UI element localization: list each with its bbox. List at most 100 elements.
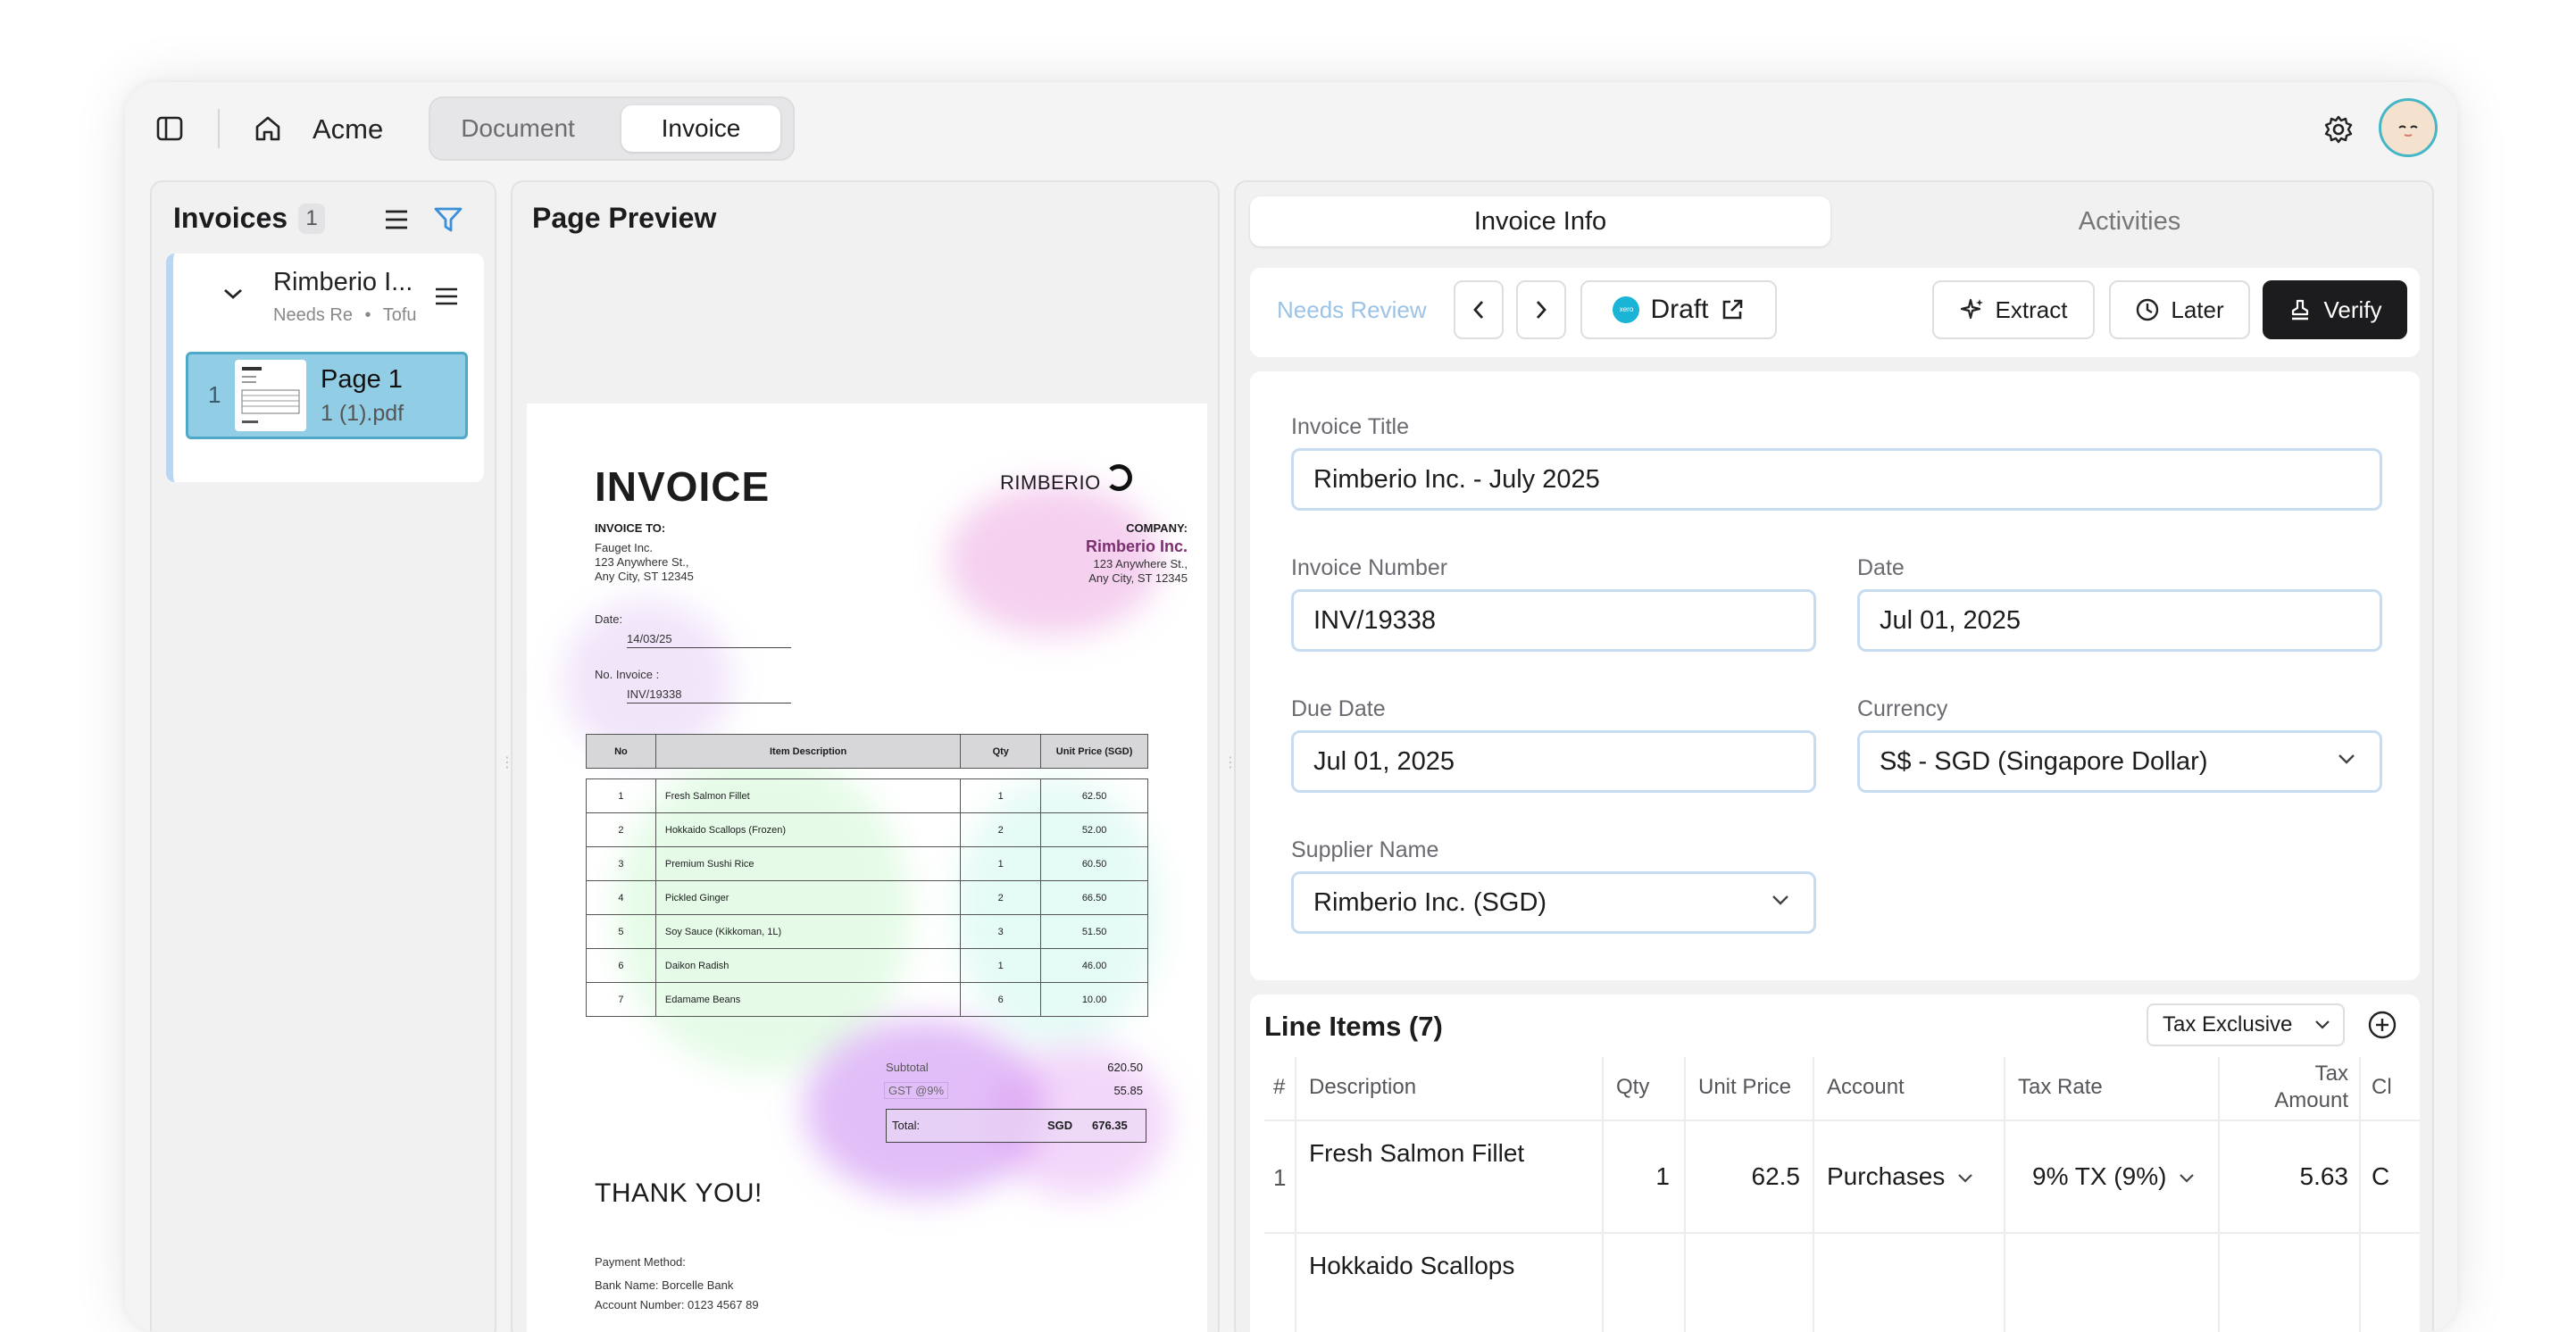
column-header-account[interactable]: Account	[1827, 1075, 1905, 1099]
view-switcher: Document Invoice	[429, 96, 795, 161]
brand-logo-icon	[1105, 464, 1132, 491]
column-divider	[1602, 1057, 1604, 1332]
cell: 3	[586, 846, 656, 881]
column-header-num: #	[1273, 1075, 1286, 1099]
preview-panel: Page Preview INVOICE RIMBERIO INVOICE TO…	[511, 180, 1220, 1332]
column-divider	[1295, 1057, 1296, 1332]
chevron-right-icon	[1536, 301, 1546, 319]
page-item[interactable]: 1 Page 1 1 (1).pdf	[186, 352, 468, 439]
top-bar: Acme Document Invoice	[125, 82, 2457, 175]
invoices-panel: Invoices 1 Rimberio I... Needs Re • Tofu…	[150, 180, 496, 1332]
due-date-field[interactable]: Jul 01, 2025	[1291, 730, 1816, 793]
tab-activities[interactable]: Activities	[2078, 207, 2181, 236]
document-heading: INVOICE	[595, 463, 771, 510]
chevron-down-icon	[2180, 1173, 2194, 1183]
invoice-title-field[interactable]: Rimberio Inc. - July 2025	[1291, 448, 2382, 511]
cell: 1	[586, 778, 656, 813]
column-header-tax-rate[interactable]: Tax Rate	[2018, 1075, 2103, 1099]
sidebar-toggle-icon[interactable]	[154, 112, 186, 145]
currency-label: Currency	[1857, 696, 1948, 721]
invoice-number-field[interactable]: INV/19338	[1291, 589, 1816, 652]
column-header-qty[interactable]: Qty	[1616, 1075, 1650, 1099]
cell: 51.50	[1040, 914, 1148, 949]
avatar[interactable]	[2379, 98, 2438, 157]
cell: 6	[960, 982, 1042, 1017]
cell: 1	[960, 846, 1042, 881]
unit-price-cell[interactable]: 62.5	[1751, 1162, 1801, 1190]
account-select[interactable]: Purchases	[1827, 1162, 1973, 1191]
verify-button[interactable]: Verify	[2263, 280, 2407, 339]
workspace-name[interactable]: Acme	[313, 113, 384, 145]
tax-mode-value: Tax Exclusive	[2163, 1012, 2293, 1036]
menu-icon[interactable]	[432, 282, 461, 311]
filter-icon[interactable]	[432, 204, 464, 236]
cell: 2	[586, 812, 656, 847]
cl-cell[interactable]: C	[2372, 1162, 2390, 1190]
chevron-left-icon	[1473, 301, 1484, 319]
list-icon[interactable]	[380, 204, 413, 236]
date-label: Date	[1857, 555, 1905, 580]
tab-invoice[interactable]: Invoice	[621, 105, 780, 152]
total-currency: SGD	[1047, 1119, 1073, 1132]
resize-handle[interactable]: ⋮	[500, 755, 514, 770]
invoice-to-line: Fauget Inc.	[595, 541, 654, 554]
tax-rate-value: 9% TX (9%)	[2032, 1162, 2167, 1190]
date-field[interactable]: Jul 01, 2025	[1857, 589, 2382, 652]
qty-cell[interactable]: 1	[1655, 1162, 1670, 1190]
page-thumbnail	[235, 360, 306, 431]
group-name: Rimberio I...	[273, 268, 413, 296]
tax-rate-select[interactable]: 9% TX (9%)	[2032, 1162, 2195, 1191]
column-header-description[interactable]: Description	[1309, 1075, 1417, 1099]
add-line-item-button[interactable]	[2366, 1009, 2398, 1041]
table-header: No	[586, 734, 656, 769]
invoice-group[interactable]: Rimberio I... Needs Re • Tofu 1 Page 1 1…	[166, 254, 484, 482]
tax-mode-select[interactable]: Tax Exclusive	[2147, 1003, 2345, 1046]
xero-logo-icon: xero	[1613, 296, 1640, 323]
description-cell[interactable]: Fresh Salmon Fillet	[1309, 1139, 1525, 1167]
header-line: Tax	[2314, 1061, 2348, 1086]
description-cell[interactable]: Hokkaido Scallops	[1309, 1252, 1515, 1279]
draft-label: Draft	[1650, 295, 1709, 324]
column-header-cl: Cl	[2372, 1075, 2392, 1099]
chevron-down-icon	[2338, 754, 2355, 764]
home-icon[interactable]	[252, 112, 284, 145]
cell: 66.50	[1040, 880, 1148, 915]
table-row: 3 Premium Sushi Rice 1 60.50	[586, 846, 1148, 881]
cell: 4	[586, 880, 656, 915]
tab-document[interactable]: Document	[461, 114, 575, 142]
highlight	[946, 484, 1161, 636]
payment-label: Payment Method:	[595, 1255, 686, 1269]
divider	[218, 109, 220, 148]
chevron-down-icon	[1958, 1173, 1972, 1183]
tax-amount-cell[interactable]: 5.63	[2299, 1162, 2349, 1190]
cell: Daikon Radish	[654, 948, 962, 983]
plus-circle-icon	[2368, 1011, 2397, 1039]
cell: 1	[960, 948, 1042, 983]
column-divider	[2004, 1057, 2005, 1332]
cell: 7	[586, 982, 656, 1017]
header-line: Amount	[2274, 1088, 2348, 1112]
supplier-select[interactable]: Rimberio Inc. (SGD)	[1291, 871, 1816, 934]
later-label: Later	[2171, 296, 2224, 323]
column-header-tax-amount[interactable]: Tax Amount	[2232, 1061, 2348, 1114]
chevron-down-icon[interactable]	[220, 280, 246, 307]
page-number: 1	[208, 381, 221, 408]
cell: Hokkaido Scallops (Frozen)	[654, 812, 962, 847]
previous-button[interactable]	[1454, 280, 1504, 339]
tab-invoice-info[interactable]: Invoice Info	[1250, 196, 1830, 246]
currency-select[interactable]: S$ - SGD (Singapore Dollar)	[1857, 730, 2382, 793]
group-status: Needs Re	[273, 305, 353, 325]
company-line: Any City, ST 12345	[1088, 571, 1188, 585]
gear-icon[interactable]	[2322, 112, 2355, 146]
later-button[interactable]: Later	[2109, 280, 2250, 339]
draft-button[interactable]: xero Draft	[1580, 280, 1777, 339]
invoice-document[interactable]: INVOICE RIMBERIO INVOICE TO: Fauget Inc.…	[527, 404, 1207, 1332]
column-header-unit-price[interactable]: Unit Price	[1698, 1075, 1792, 1099]
action-bar: Needs Review xero Draft Extract Later	[1250, 268, 2420, 357]
sparkle-icon	[1960, 298, 1983, 320]
gst-label: GST @9%	[884, 1082, 949, 1099]
invoice-title-label: Invoice Title	[1291, 414, 1410, 439]
extract-button[interactable]: Extract	[1932, 280, 2095, 339]
next-button[interactable]	[1516, 280, 1566, 339]
company-name: Rimberio Inc.	[1085, 537, 1188, 555]
